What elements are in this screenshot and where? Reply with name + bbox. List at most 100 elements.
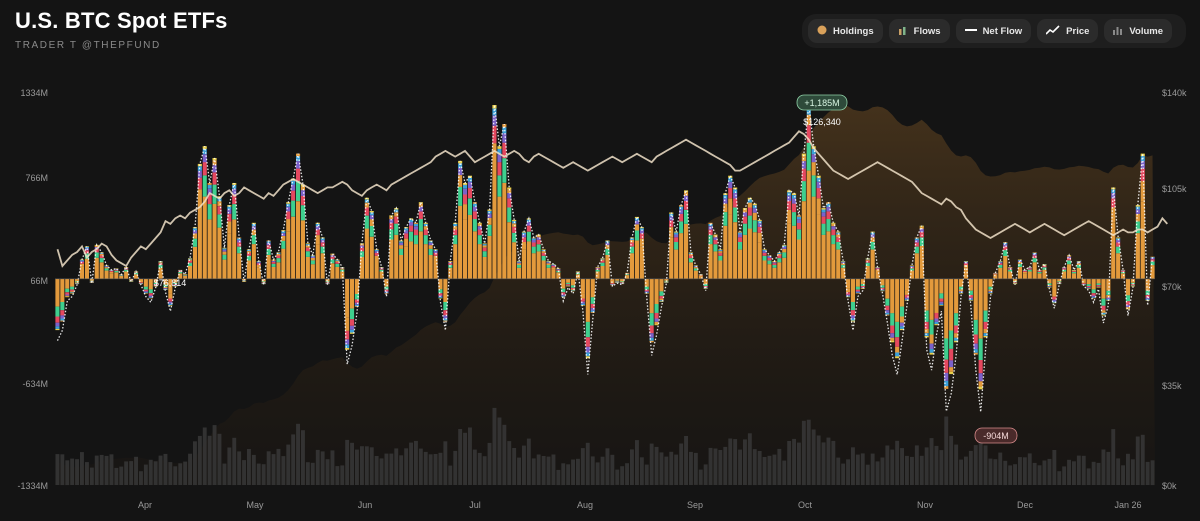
flow-bar-segment <box>296 181 301 202</box>
volume-bar <box>752 449 757 486</box>
flow-bar-segment <box>359 247 364 252</box>
volume-bar <box>851 447 855 486</box>
flow-bar <box>831 222 836 279</box>
flow-bar-segment <box>477 223 482 227</box>
net-flow-toggle-button[interactable]: Net Flow <box>955 19 1032 43</box>
flow-bar-segment <box>305 243 310 245</box>
flow-bar-segment <box>733 198 738 208</box>
flow-bar <box>497 146 502 279</box>
flow-bar-segment <box>188 258 193 260</box>
flow-bar-segment <box>659 301 664 302</box>
volume-bar <box>315 449 320 485</box>
flow-bar-segment <box>654 278 659 304</box>
flow-bar-segment <box>438 289 443 294</box>
flow-bar-segment <box>482 244 487 246</box>
flow-bar-segment <box>183 274 188 276</box>
flow-bar-segment <box>978 360 983 374</box>
flow-bar-segment <box>900 328 905 331</box>
flow-bar-segment <box>364 202 369 208</box>
right-tick: $70k <box>1162 282 1182 292</box>
right-axis: $140k $105k $70k $35k $0k <box>1162 88 1187 491</box>
flow-bar-segment <box>1017 261 1022 264</box>
volume-bar <box>227 447 232 485</box>
flow-bar-segment <box>954 340 959 343</box>
flow-bar-segment <box>109 271 114 274</box>
flow-bar-segment <box>909 266 914 268</box>
flow-bar-segment <box>276 255 281 259</box>
flow-bar-segment <box>207 184 212 189</box>
volume-bar <box>291 434 296 485</box>
flow-bar-segment <box>870 237 875 242</box>
volume-bar <box>139 471 143 485</box>
volume-bar <box>193 441 197 486</box>
flow-bar <box>772 261 777 279</box>
flow-bar-segment <box>497 146 502 149</box>
flow-bar-segment <box>752 220 757 233</box>
flow-bar-segment <box>526 231 531 242</box>
flow-bar-segment <box>546 263 551 265</box>
flow-bar-segment <box>276 252 281 253</box>
flow-bar-segment <box>993 275 998 279</box>
flows-toggle-button[interactable]: Flows <box>888 19 950 43</box>
volume-bar <box>728 438 733 485</box>
flow-bar-segment <box>1047 287 1052 288</box>
volume-bar <box>330 450 335 485</box>
flow-bar-segment <box>787 195 792 201</box>
volume-bar <box>453 450 458 485</box>
flow-bar <box>605 240 610 279</box>
flow-bar <box>526 218 531 279</box>
flow-bar-segment <box>217 201 222 207</box>
volume-bar <box>443 441 448 486</box>
flow-bar-segment <box>202 148 207 155</box>
flow-bar-segment <box>413 223 418 227</box>
volume-bar <box>743 439 747 485</box>
flow-bar <box>70 278 75 294</box>
flow-bar-segment <box>1032 258 1037 263</box>
volume-bar <box>1150 460 1155 486</box>
flow-bar-segment <box>968 300 973 301</box>
flow-bar-segment <box>354 294 359 300</box>
flow-bar-segment <box>644 289 649 292</box>
flow-bar-segment <box>413 244 418 279</box>
flow-bar <box>792 193 797 279</box>
flow-bar-segment <box>747 215 752 229</box>
flow-bar-segment <box>1057 283 1062 285</box>
flow-bar-segment <box>364 228 369 279</box>
flow-bar <box>1022 269 1027 279</box>
flow-bar-segment <box>600 266 605 279</box>
flow-bar-segment <box>60 320 65 322</box>
flow-bar <box>1086 278 1091 289</box>
volume-bar <box>188 453 192 485</box>
flow-bar-segment <box>1116 242 1121 247</box>
volume-bar <box>949 435 954 485</box>
flow-bar-segment <box>1042 264 1047 265</box>
flow-bar-segment <box>973 319 978 335</box>
flow-bar-segment <box>1135 221 1140 234</box>
flow-bar-segment <box>944 372 949 381</box>
flow-bar-segment <box>482 245 487 248</box>
flow-bar <box>207 183 212 279</box>
flow-bar-segment <box>546 265 551 268</box>
flow-bar-segment <box>590 308 595 311</box>
flow-bar-segment <box>688 252 693 253</box>
flow-bar <box>846 278 851 298</box>
flow-bar-segment <box>335 266 340 279</box>
flow-bar-segment <box>831 229 836 236</box>
flow-bar-segment <box>168 278 173 294</box>
volume-bar <box>585 442 590 486</box>
flow-bar <box>148 278 153 299</box>
volume-bar <box>183 461 188 485</box>
flow-bar-segment <box>723 198 728 204</box>
holdings-area <box>55 105 1155 485</box>
holdings-toggle-button[interactable]: Holdings <box>808 19 883 43</box>
price-toggle-button[interactable]: Price <box>1037 19 1099 43</box>
flow-bar-segment <box>551 264 556 265</box>
volume-toggle-button[interactable]: Volume <box>1104 19 1173 43</box>
volume-bar <box>178 463 183 485</box>
flow-bar-segment <box>1145 278 1150 291</box>
flow-bar-segment <box>713 234 718 236</box>
flow-bar-segment <box>148 296 153 298</box>
volume-bar <box>713 448 718 485</box>
flow-bar <box>1121 269 1126 279</box>
flow-bar-segment <box>256 265 261 268</box>
